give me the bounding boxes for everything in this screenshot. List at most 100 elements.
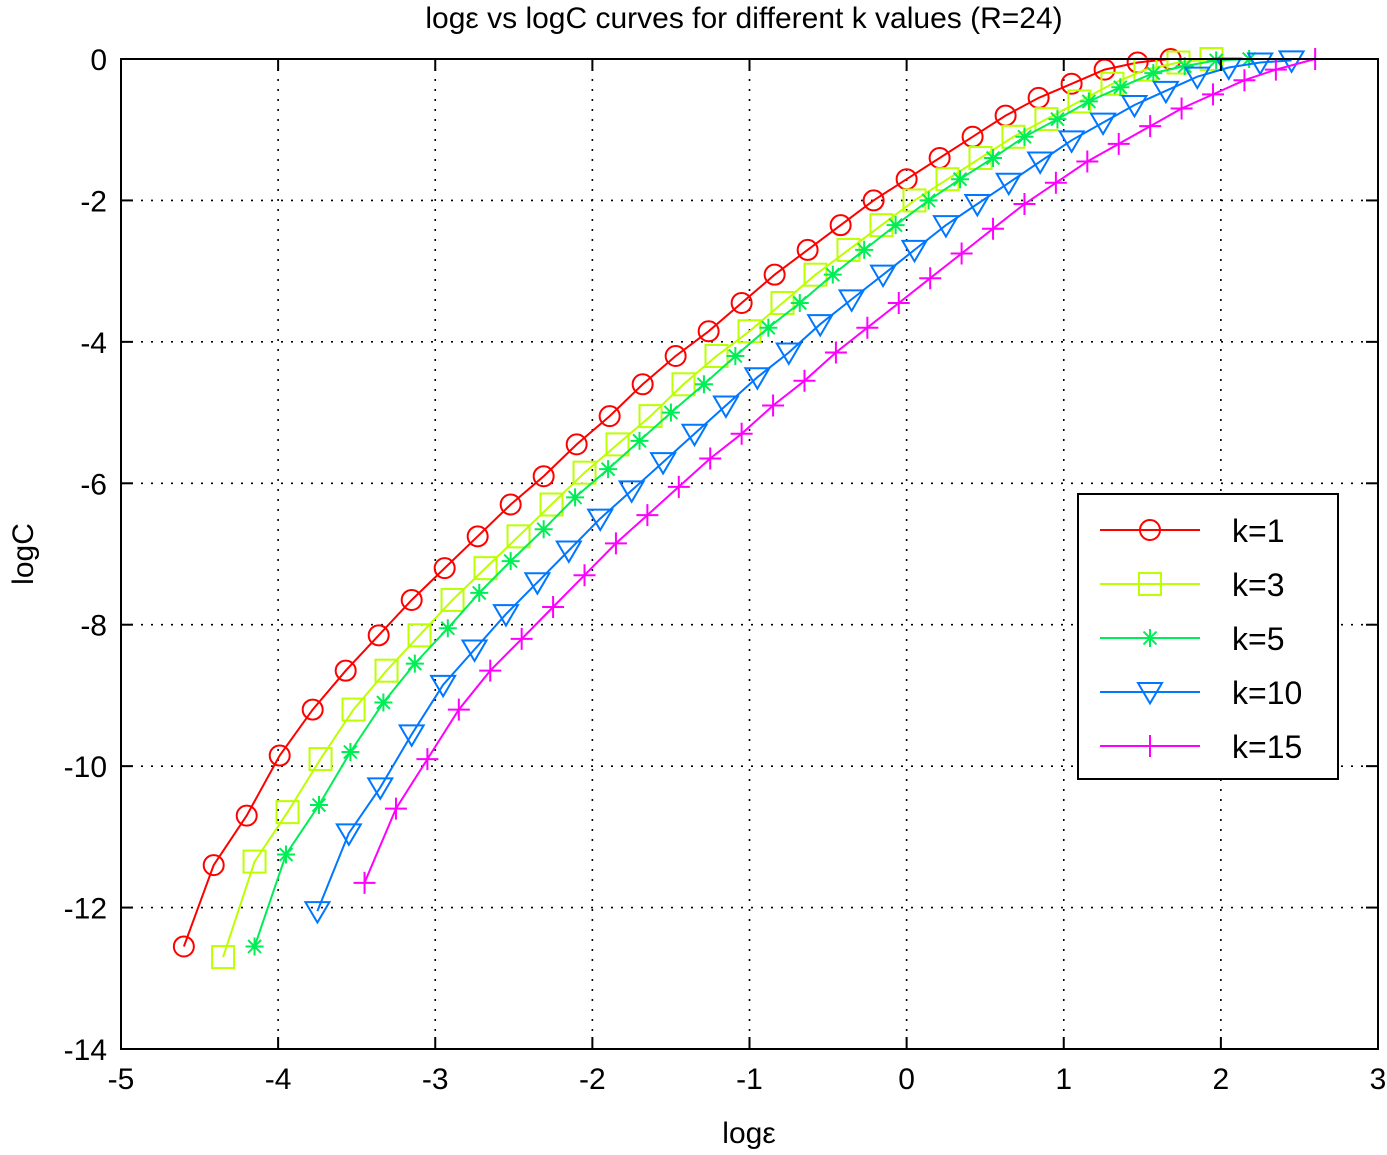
data-point-triangle	[366, 777, 395, 801]
data-point-plus	[887, 291, 910, 314]
data-point-triangle	[1152, 80, 1180, 105]
data-point-plus	[542, 596, 565, 619]
legend: k=1 k=3 k=5 k=10 k=15	[1077, 493, 1339, 780]
data-point-asterisk	[599, 460, 618, 479]
data-point-triangle	[460, 639, 489, 663]
data-point-triangle	[995, 172, 1023, 197]
data-point-asterisk	[1079, 92, 1098, 111]
data-point-asterisk	[374, 693, 393, 712]
data-point-plus	[793, 369, 816, 392]
data-point-plus	[919, 267, 942, 290]
data-point-triangle	[1246, 52, 1274, 76]
data-point-square	[737, 319, 762, 344]
data-point-circle	[730, 291, 753, 314]
data-point-plus	[762, 394, 785, 417]
data-point-asterisk	[276, 845, 295, 864]
data-point-plus	[447, 698, 470, 721]
data-point-circle	[400, 588, 423, 611]
data-point-asterisk	[1141, 629, 1159, 647]
data-point-asterisk	[309, 796, 328, 815]
data-point-asterisk	[438, 619, 457, 638]
data-point-asterisk	[790, 293, 809, 312]
data-point-plus	[1013, 192, 1036, 215]
data-point-plus	[416, 748, 439, 771]
data-point-asterisk	[1111, 78, 1130, 97]
data-point-circle	[202, 854, 225, 877]
data-point-triangle	[397, 724, 426, 748]
y-tick-label: -8	[80, 610, 107, 643]
data-point-circle	[763, 263, 786, 286]
data-point-asterisk	[341, 743, 360, 761]
data-point-circle	[466, 525, 489, 548]
data-point-plus	[699, 447, 722, 470]
x-tick-label: -5	[108, 1063, 135, 1096]
data-point-plus	[1139, 115, 1162, 138]
data-point-asterisk	[661, 403, 680, 422]
data-point-circle	[829, 214, 852, 237]
data-point-square	[506, 524, 531, 549]
data-point-plus	[1170, 97, 1193, 120]
y-tick-label: -14	[64, 1034, 107, 1067]
data-point-square	[407, 623, 432, 648]
data-point-triangle	[617, 480, 646, 504]
x-tick-label: 3	[1370, 1063, 1387, 1096]
data-point-triangle	[963, 193, 992, 218]
data-point-plus	[1202, 83, 1225, 106]
data-point-asterisk	[919, 191, 938, 210]
data-point-plus	[730, 422, 753, 445]
data-point-circle	[565, 433, 588, 456]
data-point-circle	[367, 624, 390, 647]
x-tick-label: -4	[265, 1063, 292, 1096]
chart-title: logε vs logC curves for different k valu…	[425, 2, 1062, 35]
data-point-square	[473, 556, 498, 581]
data-point-triangle	[586, 508, 614, 533]
legend-item: k=10	[1100, 675, 1302, 711]
data-point-triangle	[869, 264, 897, 289]
data-point-square	[671, 372, 696, 397]
x-tick-label: 2	[1213, 1063, 1230, 1096]
data-point-circle	[664, 345, 687, 367]
data-point-triangle	[680, 423, 709, 448]
x-tick-label: -1	[736, 1063, 763, 1096]
data-point-asterisk	[245, 937, 264, 956]
data-point-circle	[172, 935, 195, 958]
y-tick-label: -12	[64, 893, 107, 926]
data-point-plus	[1264, 58, 1287, 81]
data-point-plus	[856, 316, 879, 339]
data-point-asterisk	[1175, 57, 1194, 76]
data-point-circle	[532, 465, 555, 488]
legend-item: k=3	[1100, 567, 1284, 603]
data-point-plus	[479, 659, 502, 682]
data-point-triangle	[932, 215, 960, 239]
data-point-plus	[667, 475, 690, 498]
data-point-circle	[334, 659, 357, 682]
data-point-triangle	[1120, 94, 1149, 119]
y-tick-label: -2	[80, 185, 107, 218]
data-point-asterisk	[405, 654, 424, 673]
data-point-plus	[1044, 171, 1067, 194]
data-point-square	[308, 747, 333, 772]
data-point-circle	[631, 373, 654, 396]
data-point-asterisk	[759, 318, 778, 337]
data-point-triangle	[837, 289, 866, 313]
series-line	[222, 58, 1212, 958]
y-tick-label: -6	[80, 468, 107, 501]
legend-item: k=5	[1100, 621, 1284, 657]
y-tick-label: -10	[64, 751, 107, 784]
data-point-square	[539, 492, 564, 517]
data-point-triangle	[806, 314, 834, 338]
legend-label: k=10	[1232, 675, 1302, 711]
data-point-asterisk	[886, 216, 905, 235]
legend-label: k=3	[1232, 567, 1284, 603]
legend-box	[1077, 493, 1339, 780]
data-point-plus	[1233, 69, 1256, 92]
data-point-square	[440, 587, 465, 612]
legend-label: k=15	[1232, 729, 1302, 765]
data-point-circle	[598, 405, 621, 428]
x-tick-label: 1	[1055, 1063, 1072, 1096]
data-point-asterisk	[1207, 51, 1226, 70]
y-tick-label: 0	[90, 44, 107, 77]
legend-label: k=5	[1232, 621, 1284, 657]
data-point-square	[572, 460, 597, 485]
legend-item: k=1	[1100, 513, 1284, 549]
